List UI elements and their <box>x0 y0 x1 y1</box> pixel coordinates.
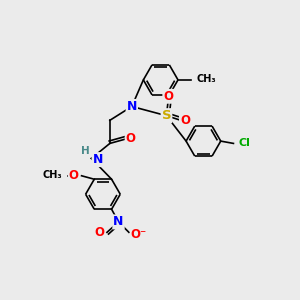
Text: N: N <box>113 215 124 228</box>
Text: S: S <box>162 109 171 122</box>
Text: CH₃: CH₃ <box>43 170 63 180</box>
Text: O: O <box>163 90 173 103</box>
Text: O: O <box>94 226 104 239</box>
Text: N: N <box>127 100 137 113</box>
Text: O: O <box>126 132 136 145</box>
Text: H: H <box>81 146 89 156</box>
Text: O: O <box>180 114 190 127</box>
Text: Cl: Cl <box>238 138 250 148</box>
Text: O⁻: O⁻ <box>131 228 147 241</box>
Text: O: O <box>69 169 79 182</box>
Text: CH₃: CH₃ <box>196 74 216 84</box>
Text: N: N <box>92 153 103 166</box>
